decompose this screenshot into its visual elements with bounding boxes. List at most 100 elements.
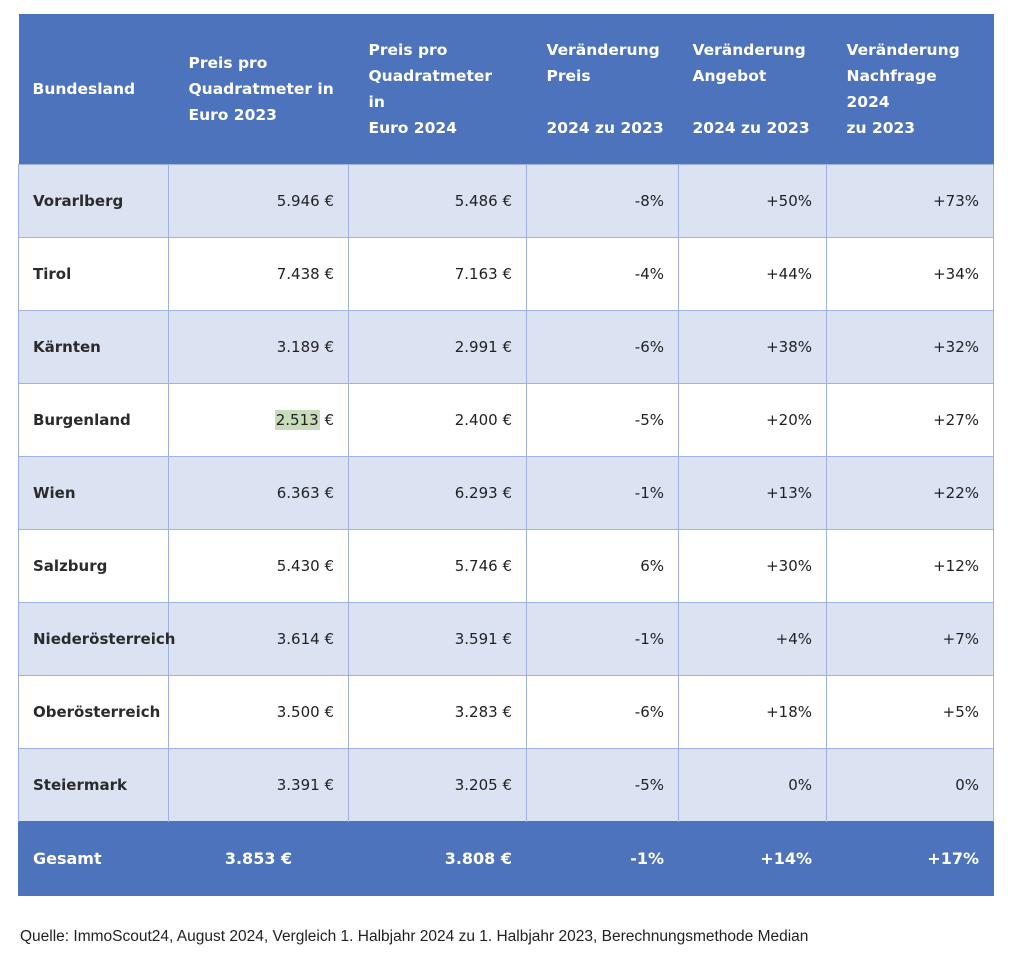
cell-change-supply: +18% xyxy=(678,674,827,748)
cell-change-supply: +38% xyxy=(678,309,827,383)
header-price-2024: Preis pro Quadratmeter in Euro 2024 xyxy=(348,14,527,164)
header-change-demand-line1: Veränderung xyxy=(846,40,960,59)
cell-change-price: -5% xyxy=(526,382,679,456)
cell-change-demand: +73% xyxy=(826,163,994,237)
cell-change-price: -8% xyxy=(526,163,679,237)
header-change-price-line2: Preis xyxy=(546,66,591,85)
header-change-price-line3: 2024 zu 2023 xyxy=(546,118,664,137)
total-label: Gesamt xyxy=(18,820,169,896)
cell-change-price: 6% xyxy=(526,528,679,602)
source-note: Quelle: ImmoScout24, August 2024, Vergle… xyxy=(20,928,809,945)
cell-change-demand: +22% xyxy=(826,455,994,529)
table-row: Oberösterreich 3.500 € 3.283 € -6% +18% … xyxy=(18,674,994,748)
table-header: Bundesland Preis pro Quadratmeter in Eur… xyxy=(18,14,994,164)
header-price-2023-line2: Quadratmeter in xyxy=(188,79,334,98)
total-change-supply: +14% xyxy=(678,820,827,896)
price-table-container: Bundesland Preis pro Quadratmeter in Eur… xyxy=(18,14,994,896)
cell-change-demand: +7% xyxy=(826,601,994,675)
total-change-demand: +17% xyxy=(826,820,994,896)
cell-change-supply: +44% xyxy=(678,236,827,310)
header-bundesland: Bundesland xyxy=(18,14,169,164)
header-change-price: Veränderung Preis 2024 zu 2023 xyxy=(526,14,679,164)
table-body: Vorarlberg 5.946 € 5.486 € -8% +50% +73%… xyxy=(18,163,994,896)
header-bundesland-label: Bundesland xyxy=(32,79,136,98)
cell-price-2024: 2.400 € xyxy=(348,382,527,456)
cell-price-2024: 3.591 € xyxy=(348,601,527,675)
table-row: Niederösterreich 3.614 € 3.591 € -1% +4%… xyxy=(18,601,994,675)
total-price-2023: 3.853 € xyxy=(168,820,349,896)
currency-unit: € xyxy=(319,410,334,429)
cell-price-2024: 6.293 € xyxy=(348,455,527,529)
header-change-supply: Veränderung Angebot 2024 zu 2023 xyxy=(678,14,827,164)
cell-change-supply: +50% xyxy=(678,163,827,237)
header-change-supply-line1: Veränderung xyxy=(692,40,806,59)
total-price-2024: 3.808 € xyxy=(348,820,527,896)
cell-change-price: -1% xyxy=(526,455,679,529)
cell-change-demand: +27% xyxy=(826,382,994,456)
header-row: Bundesland Preis pro Quadratmeter in Eur… xyxy=(18,14,994,164)
cell-bundesland: Steiermark xyxy=(18,747,169,821)
cell-change-supply: +20% xyxy=(678,382,827,456)
highlighted-value: 2.513 xyxy=(274,409,320,430)
header-change-demand-line3: zu 2023 xyxy=(846,118,916,137)
total-change-price: -1% xyxy=(526,820,679,896)
cell-change-price: -4% xyxy=(526,236,679,310)
cell-price-2024: 3.283 € xyxy=(348,674,527,748)
cell-price-2023: 3.614 € xyxy=(168,601,349,675)
cell-bundesland: Oberösterreich xyxy=(18,674,169,748)
cell-change-demand: +32% xyxy=(826,309,994,383)
cell-price-2023: 7.438 € xyxy=(168,236,349,310)
cell-price-2024: 3.205 € xyxy=(348,747,527,821)
header-price-2024-line3: Euro 2024 xyxy=(368,118,457,137)
table-row: Salzburg 5.430 € 5.746 € 6% +30% +12% xyxy=(18,528,994,602)
table-row: Kärnten 3.189 € 2.991 € -6% +38% +32% xyxy=(18,309,994,383)
header-price-2023-line3: Euro 2023 xyxy=(188,105,277,124)
cell-price-2023: 5.946 € xyxy=(168,163,349,237)
cell-change-price: -1% xyxy=(526,601,679,675)
cell-price-2023: 3.391 € xyxy=(168,747,349,821)
cell-bundesland: Niederösterreich xyxy=(18,601,175,675)
header-change-supply-line3: 2024 zu 2023 xyxy=(692,118,810,137)
header-price-2023: Preis pro Quadratmeter in Euro 2023 xyxy=(168,14,349,164)
cell-change-supply: +30% xyxy=(678,528,827,602)
cell-price-2023: 3.189 € xyxy=(168,309,349,383)
cell-price-2024: 2.991 € xyxy=(348,309,527,383)
cell-bundesland: Salzburg xyxy=(18,528,169,602)
cell-change-demand: +12% xyxy=(826,528,994,602)
cell-change-demand: +34% xyxy=(826,236,994,310)
cell-price-2024: 5.746 € xyxy=(348,528,527,602)
header-change-price-line1: Veränderung xyxy=(546,40,660,59)
cell-change-demand: +5% xyxy=(826,674,994,748)
header-price-2024-line2: Quadratmeter in xyxy=(368,66,493,111)
cell-change-supply: +13% xyxy=(678,455,827,529)
header-price-2023-line1: Preis pro xyxy=(188,53,268,72)
header-change-supply-line2: Angebot xyxy=(692,66,767,85)
cell-bundesland: Wien xyxy=(18,455,169,529)
cell-price-2024: 7.163 € xyxy=(348,236,527,310)
cell-change-demand: 0% xyxy=(826,747,994,821)
cell-bundesland: Vorarlberg xyxy=(18,163,169,237)
cell-bundesland: Kärnten xyxy=(18,309,169,383)
cell-price-2023: 6.363 € xyxy=(168,455,349,529)
table-row: Steiermark 3.391 € 3.205 € -5% 0% 0% xyxy=(18,747,994,821)
cell-bundesland: Burgenland xyxy=(18,382,169,456)
table-row: Vorarlberg 5.946 € 5.486 € -8% +50% +73% xyxy=(18,163,994,237)
header-change-demand-line2: Nachfrage 2024 xyxy=(846,66,937,111)
cell-change-supply: +4% xyxy=(678,601,827,675)
price-table: Bundesland Preis pro Quadratmeter in Eur… xyxy=(18,14,994,896)
cell-change-supply: 0% xyxy=(678,747,827,821)
cell-change-price: -5% xyxy=(526,747,679,821)
cell-price-2023: 2.513 € xyxy=(168,382,349,456)
total-row: Gesamt 3.853 € 3.808 € -1% +14% +17% xyxy=(18,820,994,896)
cell-price-2023: 3.500 € xyxy=(168,674,349,748)
header-price-2024-line1: Preis pro xyxy=(368,40,448,59)
table-row: Burgenland 2.513 € 2.400 € -5% +20% +27% xyxy=(18,382,994,456)
cell-change-price: -6% xyxy=(526,674,679,748)
table-row: Tirol 7.438 € 7.163 € -4% +44% +34% xyxy=(18,236,994,310)
cell-price-2024: 5.486 € xyxy=(348,163,527,237)
header-change-demand: Veränderung Nachfrage 2024 zu 2023 xyxy=(826,14,994,164)
cell-bundesland: Tirol xyxy=(18,236,169,310)
cell-price-2023: 5.430 € xyxy=(168,528,349,602)
table-row: Wien 6.363 € 6.293 € -1% +13% +22% xyxy=(18,455,994,529)
cell-change-price: -6% xyxy=(526,309,679,383)
